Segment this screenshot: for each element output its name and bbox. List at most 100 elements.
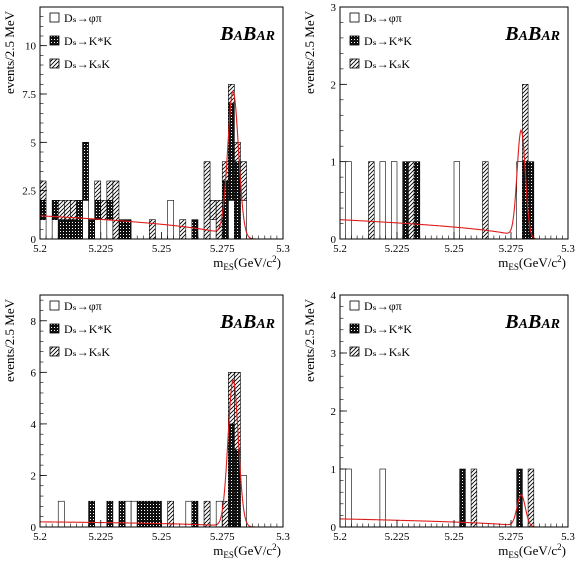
legend-label: Dₛ→K*K	[364, 34, 412, 48]
legend-label: Dₛ→KₛK	[364, 345, 410, 359]
y-tick-label: 3	[331, 348, 337, 360]
y-tick-label: 0	[31, 522, 37, 534]
bar-hatched	[203, 500, 211, 528]
bar-open	[345, 161, 352, 240]
y-tick-label: 2	[331, 406, 337, 418]
bar-hatched	[179, 219, 187, 240]
bar-hatched	[209, 200, 217, 220]
bar-solid	[191, 219, 199, 240]
bar-hatched	[149, 219, 156, 240]
x-tick-label: 5.2	[333, 531, 347, 543]
bar-solid	[527, 161, 535, 240]
bar-solid	[124, 219, 132, 240]
y-tick-label: 4	[31, 419, 37, 431]
bar-hatched	[522, 84, 529, 162]
bar-hatched	[167, 500, 174, 528]
fit-curve	[339, 494, 553, 528]
bar-open	[82, 200, 89, 240]
bar-open	[516, 161, 523, 240]
bar-solid	[57, 219, 65, 240]
legend-label: Dₛ→φπ	[364, 11, 402, 25]
y-tick-label: 0	[31, 234, 37, 246]
x-tick-label: 5.2	[333, 243, 347, 255]
bar-open	[345, 468, 352, 528]
bar-hatched	[234, 372, 241, 450]
babar-logo-text: BABAR	[219, 23, 275, 45]
bar-open	[94, 219, 102, 240]
bar-solid	[76, 200, 83, 240]
bar-hatched	[106, 180, 114, 201]
legend-swatch-open	[49, 12, 60, 23]
bar-solid	[82, 142, 89, 201]
legend-swatch-solid	[349, 323, 360, 334]
y-tick-label: 6	[31, 367, 37, 379]
x-axis-label: mES(GeV/c2)	[498, 542, 566, 560]
x-tick-label: 5.3	[561, 531, 575, 543]
bar-open	[185, 500, 193, 528]
y-tick-label: 3	[331, 2, 337, 14]
babar-logo-text: BABAR	[504, 311, 560, 333]
bar-open	[51, 219, 59, 240]
x-tick-label: 5.225	[385, 243, 410, 255]
x-tick-label: 5.3	[276, 531, 290, 543]
bar-hatched	[94, 180, 102, 201]
fit-curve	[39, 90, 266, 240]
legend-label: Dₛ→K*K	[64, 34, 112, 48]
legend-label: Dₛ→K*K	[64, 322, 112, 336]
y-tick-label: 8	[31, 316, 37, 328]
legend-label: Dₛ→φπ	[364, 299, 402, 313]
legend-label: Dₛ→φπ	[64, 11, 102, 25]
x-tick-label: 5.225	[385, 531, 410, 543]
bar-hatched	[203, 161, 211, 240]
x-tick-label: 5.25	[152, 243, 172, 255]
legend-swatch-solid	[349, 35, 360, 46]
bar-hatched	[112, 180, 120, 240]
legend-swatch-hatched	[49, 58, 60, 69]
x-tick-label: 5.3	[276, 243, 290, 255]
bar-solid	[191, 500, 199, 528]
legend-label: Dₛ→φπ	[64, 299, 102, 313]
legend-label: Dₛ→KₛK	[64, 345, 110, 359]
legend-swatch-open	[349, 300, 360, 311]
chart-panel-bottom-right: 5.2 5.225 5.25 5.275 5.3 0 1 2 3 4 events/2.5 MeV m…	[302, 290, 575, 560]
x-tick-label: 5.25	[152, 531, 172, 543]
bar-solid	[118, 219, 126, 240]
x-tick-label: 5.275	[210, 531, 235, 543]
y-tick-label: 0	[331, 522, 337, 534]
bar-solid	[228, 423, 235, 528]
y-tick-label: 4	[331, 290, 337, 302]
chart-panel-top-right: 5.2 5.225 5.25 5.275 5.3 0 1 2 3 events/2.5 MeV mE…	[302, 2, 575, 272]
bar-open	[167, 200, 174, 240]
legend-swatch-open	[49, 300, 60, 311]
bar-hatched	[527, 468, 535, 528]
bar-solid	[402, 161, 409, 240]
y-axis-label: events/2.5 MeV	[302, 298, 317, 382]
bar-solid	[88, 219, 95, 240]
x-axis-label: mES(GeV/c2)	[498, 254, 566, 272]
x-tick-label: 5.225	[88, 243, 113, 255]
bar-solid	[94, 200, 102, 220]
legend-label: Dₛ→K*K	[364, 322, 412, 336]
bar-hatched	[234, 142, 241, 162]
y-tick-label: 2	[31, 470, 37, 482]
bar-hatched	[482, 161, 489, 240]
y-axis-label: events/2.5 MeV	[2, 10, 17, 94]
x-tick-label: 5.2	[33, 243, 47, 255]
legend-swatch-solid	[49, 323, 60, 334]
bar-open	[390, 161, 398, 240]
babar-logo-text: BABAR	[504, 23, 560, 45]
y-tick-label: 1	[331, 157, 337, 169]
legend-swatch-hatched	[349, 346, 360, 357]
fit-curve	[39, 379, 266, 528]
legend-label: Dₛ→KₛK	[64, 57, 110, 71]
bar-solid	[106, 200, 114, 220]
y-tick-label: 2.5	[22, 186, 36, 198]
x-tick-label: 5.25	[444, 531, 464, 543]
bar-open	[57, 500, 65, 528]
bar-hatched	[368, 161, 375, 240]
y-tick-label: 7.5	[22, 89, 36, 101]
y-tick-label: 1	[331, 464, 337, 476]
fit-curve	[339, 129, 553, 240]
bar-open	[100, 219, 108, 240]
